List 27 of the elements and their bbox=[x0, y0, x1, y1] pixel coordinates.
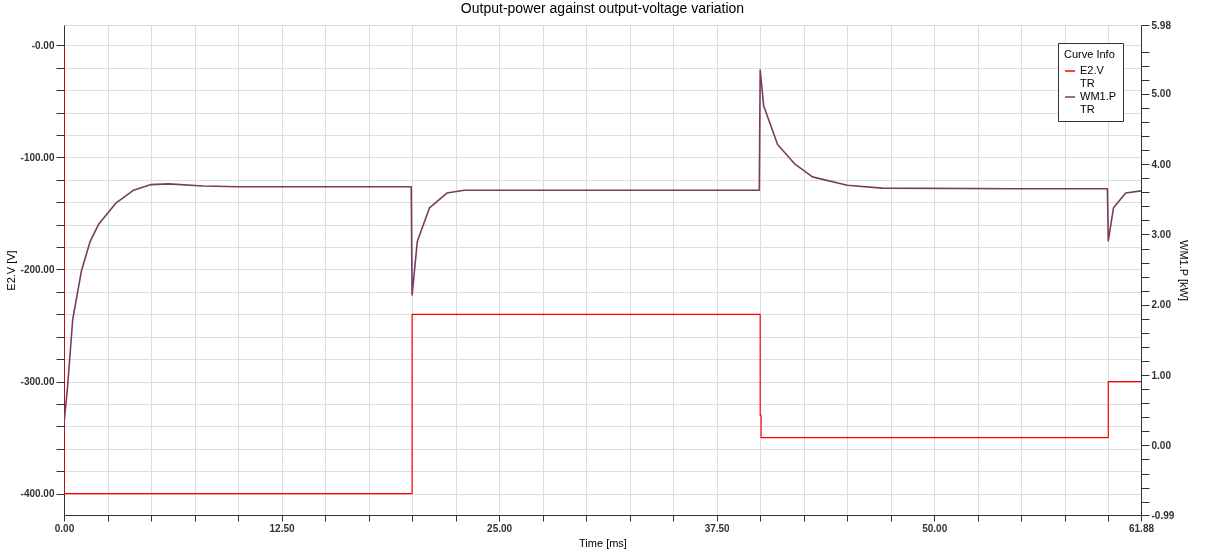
y-tick-label: -400.00 bbox=[20, 488, 55, 500]
y-tick-label: -200.00 bbox=[20, 264, 55, 275]
x-tick-label: 50.00 bbox=[922, 522, 948, 534]
y2-tick-label: 2.00 bbox=[1151, 299, 1172, 311]
y2-tick-label: -0.99 bbox=[1151, 509, 1175, 521]
y2-tick-label: 3.00 bbox=[1151, 229, 1172, 240]
chart-title: Output-power against output-voltage variation bbox=[460, 0, 745, 16]
legend-label: WM1.P TR bbox=[1080, 90, 1117, 115]
y2-tick-label: 0.00 bbox=[1151, 439, 1172, 451]
x-tick-label: 0.00 bbox=[54, 522, 75, 534]
y2-tick-label: 4.00 bbox=[1151, 158, 1172, 170]
x-tick-label: 12.50 bbox=[269, 522, 296, 534]
y2-tick-label: 5.00 bbox=[1151, 88, 1172, 100]
x-tick-label: 25.00 bbox=[487, 522, 513, 534]
line-series bbox=[64, 44, 1141, 495]
y-tick-label: -300.00 bbox=[20, 376, 55, 388]
legend-title: Curve Info bbox=[1064, 48, 1115, 60]
y2-axis-title: WM1.P [kW] bbox=[1178, 240, 1191, 301]
y2-tick-label: 1.00 bbox=[1151, 369, 1172, 381]
x-axis-title: Time [ms] bbox=[579, 536, 627, 549]
y2-tick-label: 5.98 bbox=[1151, 19, 1172, 31]
y-axis-title: E2.V [V] bbox=[4, 250, 17, 291]
y-tick-label: -100.00 bbox=[20, 151, 55, 163]
legend-label: E2.V TR bbox=[1080, 64, 1105, 89]
x-tick-label: 37.50 bbox=[704, 522, 731, 534]
y-tick-label: -0.00 bbox=[31, 39, 55, 51]
x-tick-label: 61.88 bbox=[1128, 522, 1155, 534]
